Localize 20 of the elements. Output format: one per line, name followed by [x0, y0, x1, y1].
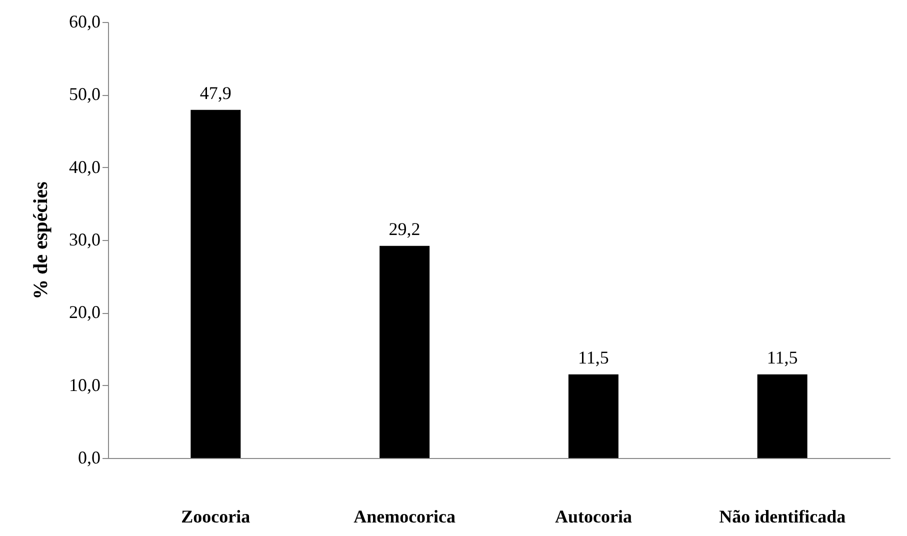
y-axis-title: % de espécies: [30, 181, 52, 300]
y-tick-label: 40,0: [69, 156, 100, 177]
bar: [568, 374, 618, 458]
y-tick-label: 0,0: [78, 448, 100, 468]
y-tick-label: 30,0: [69, 230, 100, 250]
y-tick-label: 10,0: [69, 374, 100, 395]
data-label: 11,5: [578, 347, 609, 368]
x-tick-label: Autocoria: [554, 506, 632, 526]
x-tick-label: Anemocorica: [354, 506, 456, 526]
y-tick-label: 50,0: [69, 84, 100, 104]
x-tick-label: Não identificada: [719, 506, 846, 526]
bar: [190, 110, 241, 458]
data-label: 47,9: [200, 82, 232, 103]
bar: [757, 374, 808, 458]
y-tick-label: 20,0: [69, 302, 100, 322]
y-tick-label: 60,0: [69, 12, 100, 32]
x-tick-label: Zoocoria: [181, 506, 250, 526]
data-label: 29,2: [388, 218, 420, 239]
data-label: 11,5: [766, 347, 798, 368]
bar: [380, 246, 430, 458]
